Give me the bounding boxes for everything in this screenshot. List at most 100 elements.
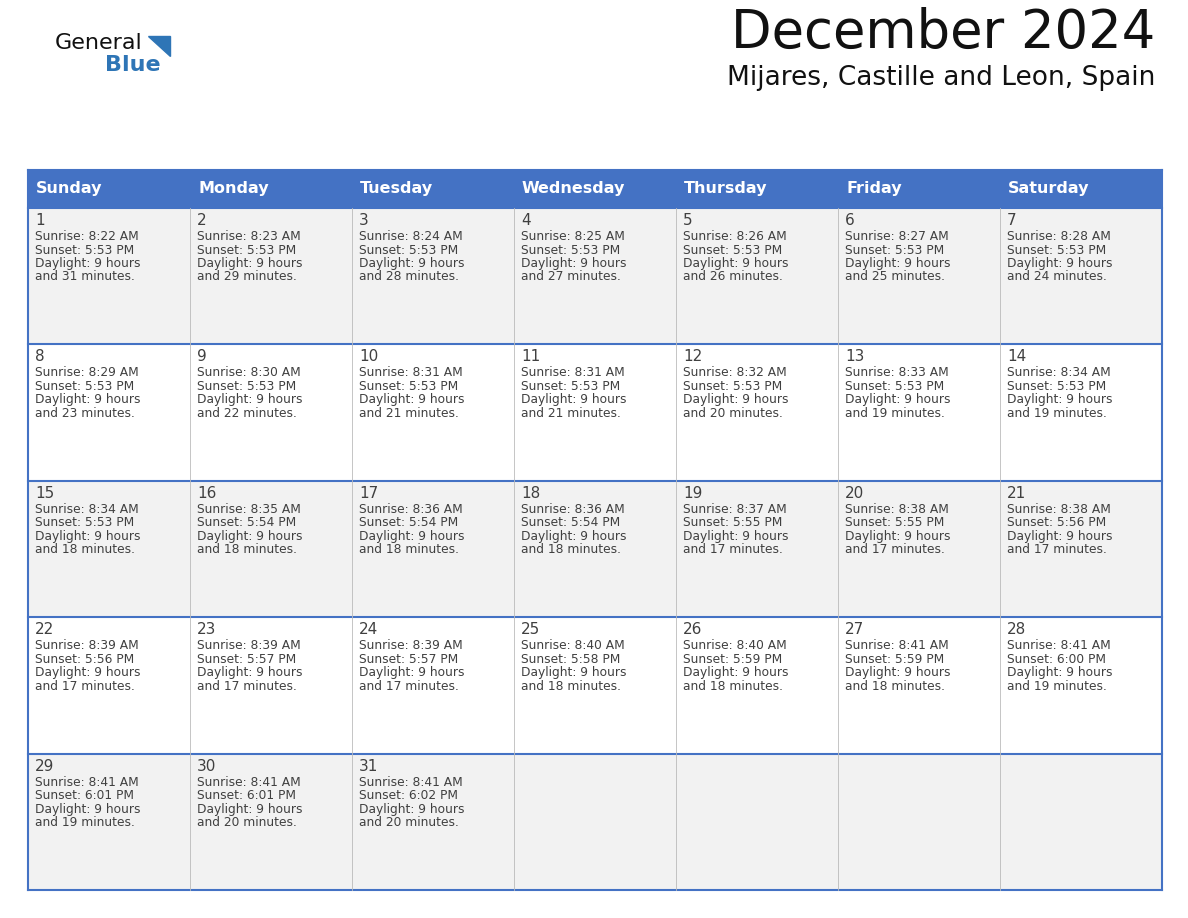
Text: Daylight: 9 hours: Daylight: 9 hours — [845, 530, 950, 543]
Bar — [676, 481, 838, 617]
Text: Daylight: 9 hours: Daylight: 9 hours — [197, 802, 303, 815]
Text: 10: 10 — [359, 350, 378, 364]
Text: Daylight: 9 hours: Daylight: 9 hours — [359, 802, 465, 815]
Text: Sunset: 5:53 PM: Sunset: 5:53 PM — [845, 243, 944, 256]
Text: and 17 minutes.: and 17 minutes. — [683, 543, 783, 556]
Bar — [352, 170, 514, 208]
Text: and 18 minutes.: and 18 minutes. — [683, 679, 783, 693]
Text: Daylight: 9 hours: Daylight: 9 hours — [683, 394, 789, 407]
Text: 9: 9 — [197, 350, 207, 364]
Text: 24: 24 — [359, 622, 378, 637]
Text: and 18 minutes.: and 18 minutes. — [34, 543, 135, 556]
Text: and 19 minutes.: and 19 minutes. — [1007, 407, 1107, 420]
Text: and 18 minutes.: and 18 minutes. — [522, 679, 621, 693]
Text: and 23 minutes.: and 23 minutes. — [34, 407, 135, 420]
Text: Sunrise: 8:38 AM: Sunrise: 8:38 AM — [845, 503, 949, 516]
Text: Daylight: 9 hours: Daylight: 9 hours — [522, 666, 626, 679]
Text: Sunrise: 8:31 AM: Sunrise: 8:31 AM — [522, 366, 625, 379]
Text: Daylight: 9 hours: Daylight: 9 hours — [845, 394, 950, 407]
Text: and 18 minutes.: and 18 minutes. — [197, 543, 297, 556]
Text: Sunrise: 8:41 AM: Sunrise: 8:41 AM — [845, 639, 949, 652]
Text: Sunrise: 8:34 AM: Sunrise: 8:34 AM — [1007, 366, 1111, 379]
Text: 16: 16 — [197, 486, 216, 501]
Text: Sunset: 5:53 PM: Sunset: 5:53 PM — [845, 380, 944, 393]
Text: Sunset: 5:57 PM: Sunset: 5:57 PM — [197, 653, 296, 666]
Text: Sunset: 5:58 PM: Sunset: 5:58 PM — [522, 653, 620, 666]
Text: Sunrise: 8:36 AM: Sunrise: 8:36 AM — [359, 503, 463, 516]
Text: Wednesday: Wednesday — [522, 182, 625, 196]
Bar — [352, 481, 514, 617]
Text: Daylight: 9 hours: Daylight: 9 hours — [683, 666, 789, 679]
Text: Daylight: 9 hours: Daylight: 9 hours — [359, 530, 465, 543]
Bar — [1000, 481, 1162, 617]
Bar — [514, 481, 676, 617]
Text: 20: 20 — [845, 486, 864, 501]
Text: Sunset: 5:56 PM: Sunset: 5:56 PM — [1007, 516, 1106, 530]
Text: and 28 minutes.: and 28 minutes. — [359, 271, 459, 284]
Text: 11: 11 — [522, 350, 541, 364]
Text: and 18 minutes.: and 18 minutes. — [359, 543, 459, 556]
Text: Sunset: 5:54 PM: Sunset: 5:54 PM — [359, 516, 459, 530]
Text: and 18 minutes.: and 18 minutes. — [845, 679, 944, 693]
Text: Sunrise: 8:26 AM: Sunrise: 8:26 AM — [683, 230, 786, 243]
Text: Sunrise: 8:23 AM: Sunrise: 8:23 AM — [197, 230, 301, 243]
Text: Sunrise: 8:35 AM: Sunrise: 8:35 AM — [197, 503, 301, 516]
Text: Daylight: 9 hours: Daylight: 9 hours — [34, 394, 140, 407]
Text: Friday: Friday — [846, 182, 902, 196]
Text: 21: 21 — [1007, 486, 1026, 501]
Text: Sunrise: 8:36 AM: Sunrise: 8:36 AM — [522, 503, 625, 516]
Text: Sunset: 5:53 PM: Sunset: 5:53 PM — [197, 243, 296, 256]
Bar — [514, 617, 676, 754]
Text: 27: 27 — [845, 622, 864, 637]
Text: 26: 26 — [683, 622, 702, 637]
Bar — [29, 170, 190, 208]
Text: Sunrise: 8:39 AM: Sunrise: 8:39 AM — [359, 639, 463, 652]
Text: Sunset: 5:57 PM: Sunset: 5:57 PM — [359, 653, 459, 666]
Bar — [514, 170, 676, 208]
Text: Sunrise: 8:41 AM: Sunrise: 8:41 AM — [34, 776, 139, 789]
Text: Tuesday: Tuesday — [360, 182, 434, 196]
Text: Sunrise: 8:38 AM: Sunrise: 8:38 AM — [1007, 503, 1111, 516]
Bar — [838, 617, 1000, 754]
Text: Sunset: 5:53 PM: Sunset: 5:53 PM — [359, 380, 459, 393]
Text: Sunrise: 8:39 AM: Sunrise: 8:39 AM — [34, 639, 139, 652]
Bar — [838, 481, 1000, 617]
Text: Daylight: 9 hours: Daylight: 9 hours — [845, 257, 950, 270]
Text: and 17 minutes.: and 17 minutes. — [197, 679, 297, 693]
Bar — [838, 754, 1000, 890]
Bar — [514, 208, 676, 344]
Text: and 17 minutes.: and 17 minutes. — [1007, 543, 1107, 556]
Text: and 24 minutes.: and 24 minutes. — [1007, 271, 1107, 284]
Text: Sunset: 5:53 PM: Sunset: 5:53 PM — [197, 380, 296, 393]
Bar — [838, 170, 1000, 208]
Text: Sunrise: 8:40 AM: Sunrise: 8:40 AM — [683, 639, 786, 652]
Text: Sunset: 5:53 PM: Sunset: 5:53 PM — [359, 243, 459, 256]
Text: and 17 minutes.: and 17 minutes. — [845, 543, 944, 556]
Text: 2: 2 — [197, 213, 207, 228]
Bar — [190, 754, 352, 890]
Bar — [29, 481, 190, 617]
Bar — [29, 344, 190, 481]
Bar — [676, 754, 838, 890]
Text: and 17 minutes.: and 17 minutes. — [34, 679, 135, 693]
Text: and 21 minutes.: and 21 minutes. — [359, 407, 459, 420]
Text: 3: 3 — [359, 213, 368, 228]
Text: Sunset: 6:01 PM: Sunset: 6:01 PM — [34, 789, 134, 802]
Text: Daylight: 9 hours: Daylight: 9 hours — [1007, 666, 1112, 679]
Text: 17: 17 — [359, 486, 378, 501]
Text: Sunset: 6:00 PM: Sunset: 6:00 PM — [1007, 653, 1106, 666]
Text: Daylight: 9 hours: Daylight: 9 hours — [1007, 394, 1112, 407]
Bar — [29, 208, 190, 344]
Text: Sunset: 5:53 PM: Sunset: 5:53 PM — [34, 516, 134, 530]
Text: 7: 7 — [1007, 213, 1017, 228]
Text: Sunset: 5:54 PM: Sunset: 5:54 PM — [197, 516, 296, 530]
Text: Daylight: 9 hours: Daylight: 9 hours — [683, 530, 789, 543]
Text: Sunset: 5:59 PM: Sunset: 5:59 PM — [683, 653, 782, 666]
Text: 12: 12 — [683, 350, 702, 364]
Bar — [676, 617, 838, 754]
Text: Sunset: 5:53 PM: Sunset: 5:53 PM — [1007, 243, 1106, 256]
Bar — [29, 754, 190, 890]
Text: Sunset: 5:53 PM: Sunset: 5:53 PM — [522, 380, 620, 393]
Text: 30: 30 — [197, 758, 216, 774]
Text: Sunrise: 8:30 AM: Sunrise: 8:30 AM — [197, 366, 301, 379]
